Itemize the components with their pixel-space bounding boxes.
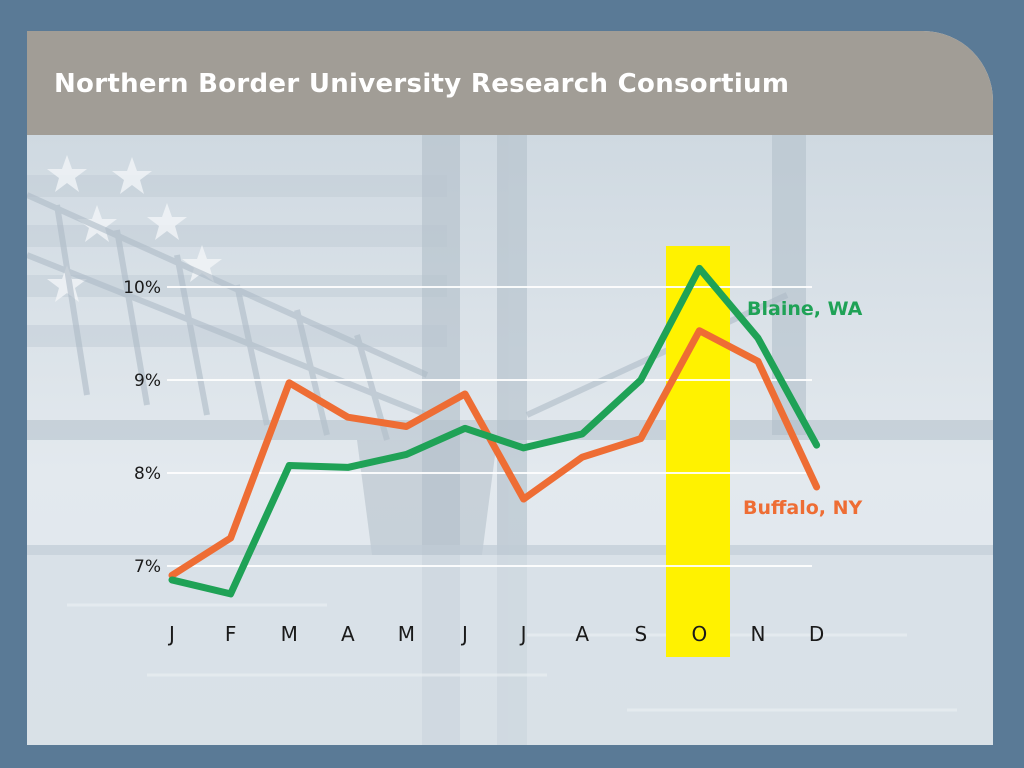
slide-title: Northern Border University Research Cons… [54, 69, 790, 99]
bridge-photo-backdrop [27, 135, 993, 745]
y-tick-label: 9% [134, 371, 161, 391]
x-tick-label: M [281, 622, 298, 646]
x-tick-label: J [167, 622, 175, 646]
y-tick-label: 10% [123, 278, 161, 298]
x-tick-label: A [575, 622, 589, 646]
x-tick-label: O [692, 622, 708, 646]
y-tick-label: 7% [134, 557, 161, 577]
series-line-blaine [168, 264, 821, 598]
series-label-buffalo: Buffalo, NY [743, 497, 863, 519]
x-tick-label: N [751, 622, 766, 646]
x-tick-label: A [341, 622, 355, 646]
title-bar: Northern Border University Research Cons… [27, 31, 993, 135]
x-tick-label: S [634, 622, 647, 646]
x-tick-label: J [519, 622, 527, 646]
x-tick-label: J [460, 622, 468, 646]
series-label-blaine: Blaine, WA [747, 298, 863, 320]
series-line-buffalo [168, 327, 821, 579]
x-tick-label: M [398, 622, 415, 646]
x-tick-label: D [809, 622, 824, 646]
x-tick-label: F [225, 622, 237, 646]
slide: Northern Border University Research Cons… [27, 31, 993, 745]
line-chart: 7% 8% 9% 10% J F M A M J J A S O N D Blaine, WA Buffalo… [123, 246, 863, 657]
y-tick-label: 8% [134, 464, 161, 484]
